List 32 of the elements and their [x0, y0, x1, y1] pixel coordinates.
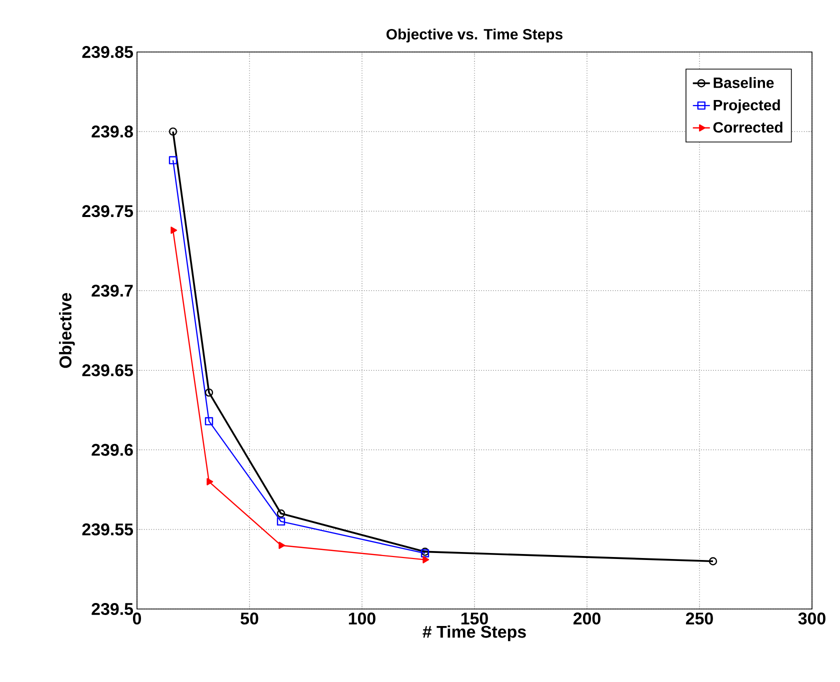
legend-label: Baseline [714, 77, 774, 88]
point [168, 127, 178, 136]
point [708, 557, 718, 566]
y-tick-label: 239.7 [92, 284, 133, 297]
point [168, 156, 178, 164]
point [170, 226, 178, 234]
y-tick-label: 239.6 [92, 444, 133, 456]
y-tick-label: 239.55 [82, 523, 134, 536]
point [422, 556, 430, 564]
x-tick-label: 300 [798, 612, 826, 625]
y-axis-title: Objective [59, 292, 75, 368]
point [204, 417, 214, 426]
y-tick-label: 239.85 [82, 46, 134, 58]
y-tick-label: 239.75 [82, 205, 134, 218]
x-tick-label: 250 [686, 612, 713, 625]
point [276, 509, 286, 518]
point [204, 388, 214, 397]
x-tick-label: 200 [573, 612, 600, 625]
y-tick-label: 239.5 [92, 602, 134, 616]
point [206, 478, 214, 486]
legend-label: Projected [714, 99, 780, 114]
x-tick-label: 100 [348, 612, 376, 625]
x-tick-label: 150 [461, 612, 488, 625]
point [276, 517, 286, 526]
x-axis-title: # Time Steps [422, 625, 526, 642]
y-tick-label: 239.8 [92, 126, 133, 138]
x-tick-label: 50 [240, 612, 258, 625]
chart-title: Objective vs. Time Steps [386, 28, 562, 42]
legend-label: Corrected [713, 122, 782, 133]
x-tick-label: 0 [132, 612, 142, 625]
point [278, 542, 286, 549]
y-tick-label: 239.65 [82, 364, 134, 376]
